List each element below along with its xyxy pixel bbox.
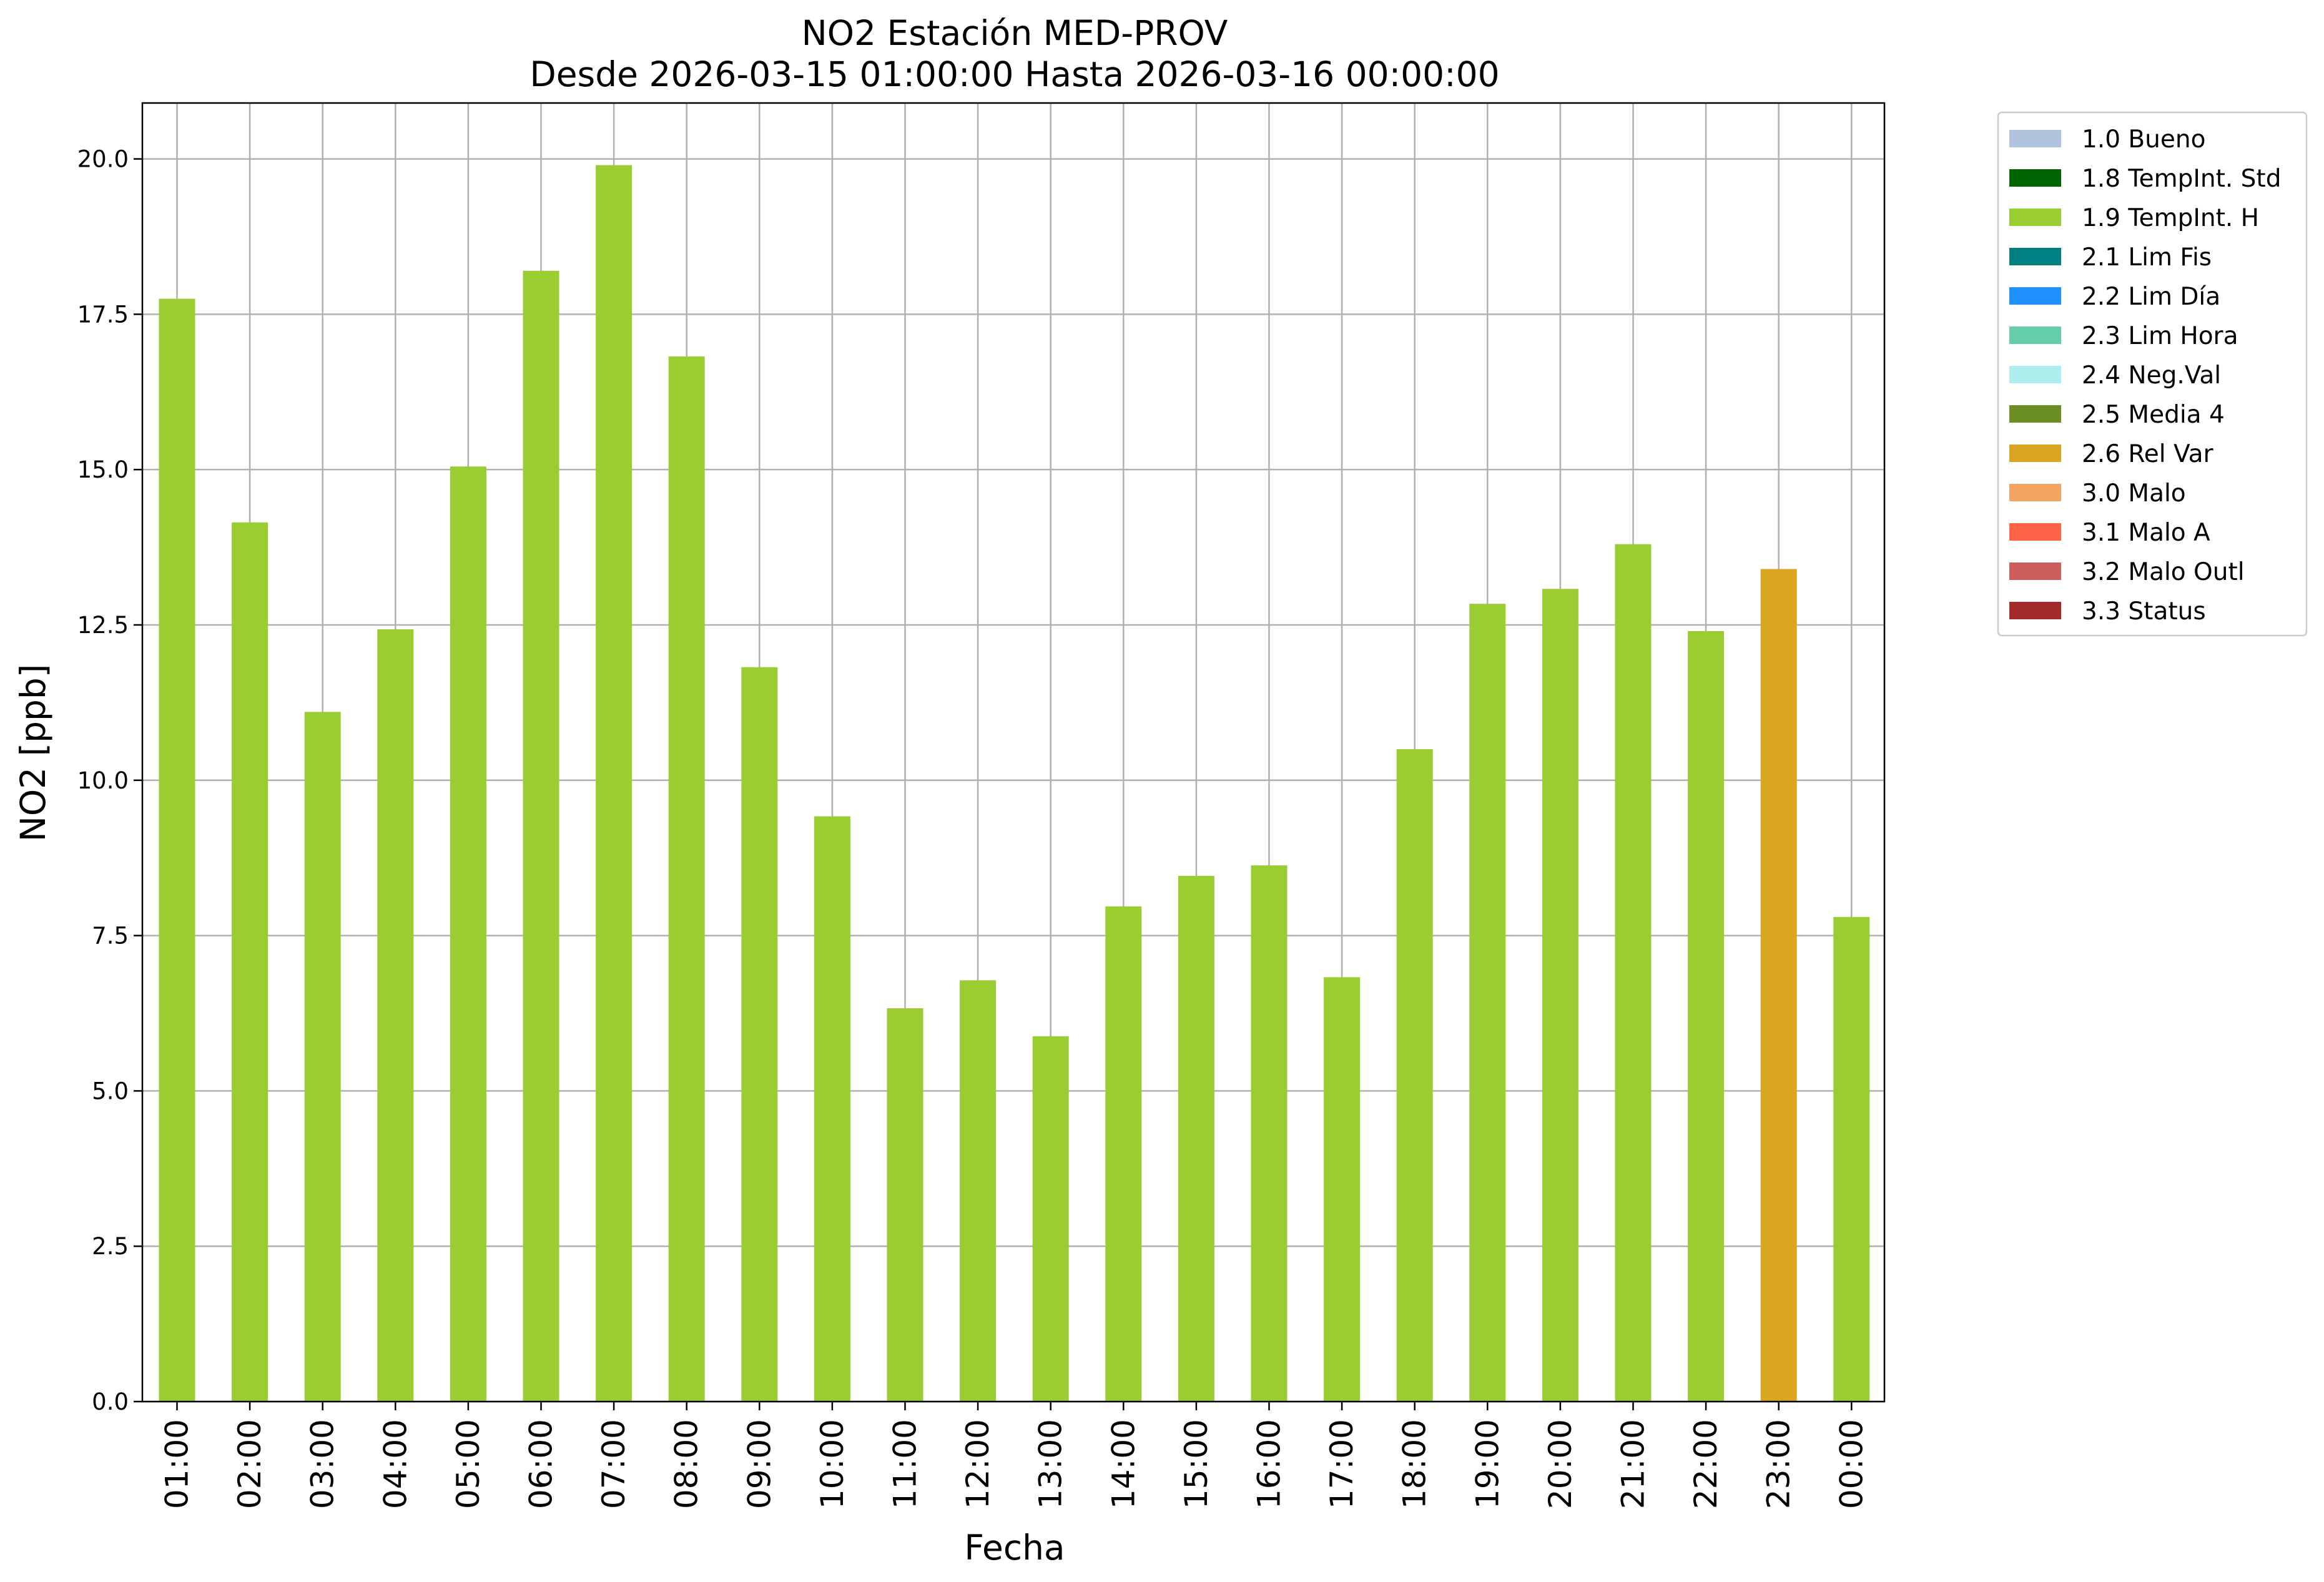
y-tick-label: 7.5 [92,923,129,950]
x-tick-label: 20:00 [1542,1419,1578,1509]
x-tick-label: 11:00 [887,1419,923,1509]
bar-1500 [1178,876,1214,1402]
legend-swatch [2009,169,2061,187]
bar-0200 [232,522,268,1402]
legend-swatch [2009,209,2061,226]
legend-label: 2.1 Lim Fis [2082,243,2212,272]
bar-2200 [1688,631,1725,1402]
legend-label: 3.0 Malo [2082,479,2186,508]
y-tick-label: 5.0 [92,1078,129,1104]
legend-swatch [2009,405,2061,423]
x-tick-label: 01:00 [159,1419,195,1509]
legend: 1.0 Bueno 1.8 TempInt. Std 1.9 TempInt. H 2… [1997,111,2308,637]
x-tick-label: 17:00 [1324,1419,1360,1509]
legend-label: 2.5 Media 4 [2082,401,2225,429]
bar-0500 [450,466,486,1402]
bar-2100 [1615,544,1652,1402]
x-tick-label: 16:00 [1251,1419,1288,1509]
y-axis-label: NO2 [ppb] [13,664,53,842]
x-tick-label: 00:00 [1833,1419,1869,1509]
chart-subtitle: Desde 2026-03-15 01:00:00 Hasta 2026-03-… [529,54,1499,94]
legend-label: 3.1 Malo A [2082,519,2210,547]
x-tick-label: 06:00 [523,1419,559,1509]
chart-title: NO2 Estación MED-PROV [802,13,1228,53]
bar-1900 [1469,604,1506,1402]
bar-1200 [960,980,997,1402]
bars [159,165,1870,1402]
y-tick-label: 10.0 [77,767,129,794]
x-axis-label: Fecha [964,1528,1065,1568]
x-tick-label: 07:00 [596,1419,632,1509]
legend-label: 1.9 TempInt. H [2082,204,2259,232]
y-axis: 0.0 2.5 5.0 7.5 10.0 12.5 15.0 17.5 20.0 [77,146,142,1415]
legend-swatch [2009,484,2061,501]
y-tick-label: 2.5 [92,1233,129,1260]
bar-1600 [1251,865,1288,1402]
bar-2000 [1542,589,1578,1402]
legend-label: 1.0 Bueno [2082,125,2205,154]
x-tick-label: 13:00 [1033,1419,1069,1509]
y-tick-label: 12.5 [77,612,129,639]
y-tick-label: 0.0 [92,1388,129,1415]
bar-1700 [1324,977,1361,1402]
x-tick-label: 23:00 [1761,1419,1797,1509]
bar-1800 [1396,749,1433,1402]
legend-swatch [2009,248,2061,265]
legend-label: 2.4 Neg.Val [2082,361,2221,390]
legend-label: 2.3 Lim Hora [2082,322,2238,350]
bar-1000 [814,816,850,1402]
legend-swatch [2009,563,2061,580]
bar-1300 [1032,1036,1069,1402]
x-tick-label: 04:00 [377,1419,413,1509]
legend-label: 2.6 Rel Var [2082,440,2214,468]
legend-label: 3.3 Status [2082,597,2206,626]
x-tick-label: 19:00 [1469,1419,1505,1509]
plot-frame [141,102,1886,1403]
x-tick-label: 15:00 [1178,1419,1214,1509]
legend-swatch [2009,366,2061,383]
x-tick-label: 10:00 [814,1419,850,1509]
bar-0600 [523,270,559,1402]
bar-0100 [159,298,195,1402]
legend-swatch [2009,445,2061,462]
y-tick-label: 20.0 [77,146,129,173]
x-tick-label: 22:00 [1688,1419,1724,1509]
legend-swatch [2009,327,2061,344]
x-tick-label: 03:00 [305,1419,341,1509]
x-tick-label: 05:00 [450,1419,486,1509]
x-tick-label: 14:00 [1105,1419,1141,1509]
x-tick-label: 21:00 [1615,1419,1652,1509]
legend-swatch [2009,130,2061,147]
legend-frame [1997,111,2308,637]
x-tick-label: 02:00 [232,1419,268,1509]
bar-1400 [1105,906,1142,1402]
legend-label: 2.2 Lim Día [2082,283,2220,311]
bar-1100 [887,1008,923,1402]
bar-2300 [1760,569,1797,1402]
legend-label: 1.8 TempInt. Std [2082,165,2281,193]
x-tick-label: 08:00 [669,1419,705,1509]
bar-0700 [596,165,633,1402]
legend-swatch [2009,287,2061,305]
bar-0900 [741,667,778,1402]
x-tick-label: 18:00 [1397,1419,1433,1509]
bar-0800 [668,356,705,1402]
x-tick-label: 12:00 [960,1419,996,1509]
bar-0000 [1833,916,1870,1402]
y-tick-label: 15.0 [77,456,129,483]
legend-swatch [2009,602,2061,619]
bar-0400 [377,629,414,1402]
y-tick-label: 17.5 [77,301,129,328]
legend-swatch [2009,523,2061,541]
bar-0300 [304,712,341,1402]
legend-label: 3.2 Malo Outl [2082,558,2245,586]
x-tick-label: 09:00 [741,1419,777,1509]
x-axis: 01:00 02:00 03:00 04:00 05:00 06:00 07:00 08:00… [159,1402,1869,1509]
